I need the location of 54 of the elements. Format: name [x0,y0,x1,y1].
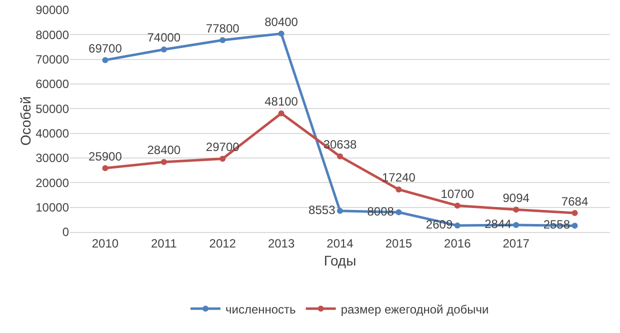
y-tick-label: 70000 [36,52,70,67]
x-tick-label: 2015 [385,236,412,250]
data-label: 48100 [264,94,298,109]
data-label: 80400 [264,14,298,29]
y-axis-title: Особей [18,96,34,146]
y-tick-label: 30000 [36,151,70,166]
x-tick-label: 2016 [444,236,472,250]
point [278,110,284,116]
x-tick-label: 2017 [502,236,530,250]
point [572,222,578,229]
y-tick-label: 80000 [36,28,70,42]
y-tick-label: 90000 [36,3,70,18]
y-tick-label: 60000 [36,77,70,92]
point [454,202,460,209]
data-label: 17240 [382,170,416,185]
y-tick-label: 0 [62,225,70,240]
point [102,165,108,172]
y-tick-label: 40000 [36,126,70,141]
x-tick-label: 2013 [268,236,295,250]
point [396,186,402,192]
y-tick-label: 20000 [36,176,70,190]
data-label: 7684 [561,194,588,208]
point [396,209,402,216]
data-label: 74000 [147,30,181,45]
legend-label: размер ежегодной добычи [340,302,489,316]
point [220,156,226,162]
point [160,158,167,165]
point [160,46,167,52]
data-label: 25900 [88,149,122,164]
y-tick-label: 50000 [36,102,70,116]
legend-label: численность [226,302,296,316]
point [454,222,460,229]
data-label: 8553 [308,202,336,217]
point [337,208,343,214]
x-tick-label: 2012 [209,236,236,250]
point [337,153,343,160]
point [513,206,520,213]
data-label: 69700 [88,41,122,56]
x-tick-label: 2011 [151,236,178,250]
data-label: 9094 [502,190,530,205]
data-label: 28400 [147,143,181,158]
point [220,37,226,44]
x-tick-label: 2014 [326,236,354,250]
data-label: 10700 [440,186,474,201]
point [572,210,578,216]
x-axis-title: Годы [324,252,356,269]
x-tick-label: 2010 [92,236,119,250]
data-label: 2609 [426,218,453,232]
point [102,57,108,64]
point [278,30,284,37]
data-label: 77800 [206,21,240,36]
y-tick-label: 10000 [36,200,70,215]
point [513,222,520,228]
data-label: 30638 [323,138,358,152]
